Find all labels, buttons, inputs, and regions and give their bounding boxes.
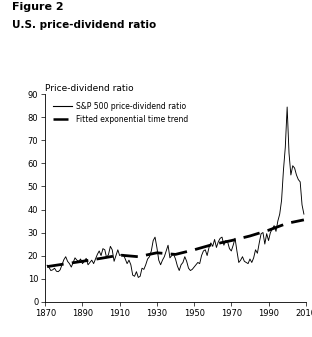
- Text: Figure 2: Figure 2: [12, 2, 64, 12]
- Text: Price-dividend ratio: Price-dividend ratio: [45, 84, 134, 93]
- Text: U.S. price-dividend ratio: U.S. price-dividend ratio: [12, 20, 157, 30]
- Legend: S&P 500 price-dividend ratio, Fitted exponential time trend: S&P 500 price-dividend ratio, Fitted exp…: [52, 100, 190, 125]
